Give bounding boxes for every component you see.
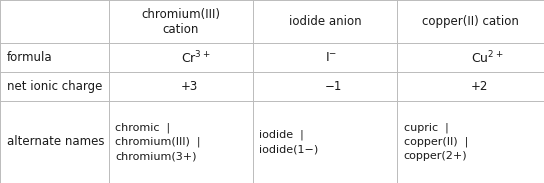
Text: +3: +3 <box>181 80 198 93</box>
Text: copper(II) cation: copper(II) cation <box>422 15 519 28</box>
Text: $\mathregular{I^{-}}$: $\mathregular{I^{-}}$ <box>325 51 337 64</box>
Text: iodide  |
iodide(1−): iodide | iodide(1−) <box>259 130 319 154</box>
Text: chromic  |
chromium(III)  |
chromium(3+): chromic | chromium(III) | chromium(3+) <box>115 122 201 161</box>
Text: cupric  |
copper(II)  |
copper(2+): cupric | copper(II) | copper(2+) <box>404 122 468 161</box>
Text: chromium(III)
cation: chromium(III) cation <box>141 8 220 36</box>
Text: −1: −1 <box>325 80 342 93</box>
Text: $\mathregular{Cr^{3+}}$: $\mathregular{Cr^{3+}}$ <box>181 49 211 66</box>
Text: $\mathregular{Cu^{2+}}$: $\mathregular{Cu^{2+}}$ <box>471 49 503 66</box>
Text: net ionic charge: net ionic charge <box>7 80 102 93</box>
Text: formula: formula <box>7 51 52 64</box>
Text: +2: +2 <box>471 80 488 93</box>
Text: alternate names: alternate names <box>7 135 104 148</box>
Text: iodide anion: iodide anion <box>289 15 361 28</box>
